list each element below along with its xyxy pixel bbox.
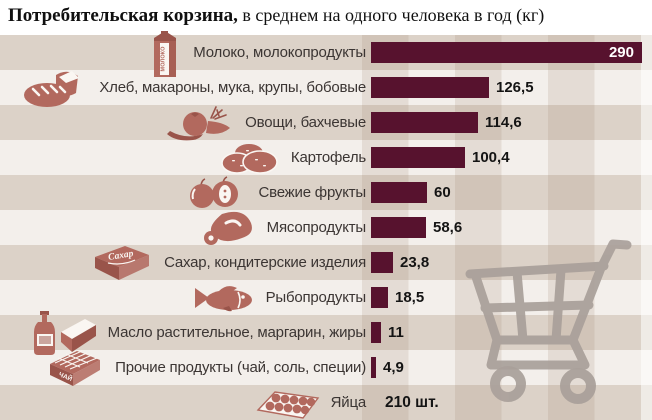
row-label-group: Свежие фрукты: [0, 175, 366, 210]
bar: [371, 217, 426, 238]
bar: [371, 147, 465, 168]
tea-box-icon: ЧАЙ: [46, 349, 104, 387]
shopping-cart-icon: [452, 226, 632, 408]
fruits-icon: [185, 175, 247, 211]
value-label: 4,9: [383, 359, 404, 376]
eggs-tray-icon: [256, 387, 320, 419]
row-label-group: Яйца: [0, 385, 366, 420]
value-label: 114,6: [485, 114, 522, 131]
category-label: Яйца: [330, 394, 367, 411]
chart-row: Яйца 210 шт.: [0, 385, 652, 420]
category-label: Сахар, кондитерские изделия: [164, 254, 366, 271]
bar: [371, 287, 388, 308]
chart-row: Рыбопродукты 18,5: [0, 280, 652, 315]
svg-text:МОЛОКО: МОЛОКО: [161, 45, 167, 71]
page-title: Потребительская корзина, в среднем на од…: [8, 5, 648, 33]
row-label-group: МОЛОКО Молоко, молокопродукты: [0, 30, 366, 77]
row-label-group: Картофель: [0, 140, 366, 175]
row-label-group: Масло растительное, маргарин, жиры: [0, 310, 367, 355]
category-label: Овощи, бахчевые: [245, 114, 366, 131]
oil-butter-icon: [33, 310, 97, 355]
title-subtitle: в среднем на одного человека в год (кг): [237, 5, 545, 25]
chart-row: Хлеб, макароны, мука, крупы, бобовые 126,…: [0, 68, 652, 108]
chart-row: Картофель 100,4: [0, 140, 652, 175]
row-label-group: Мясопродукты: [0, 210, 366, 245]
fish-icon: [193, 283, 255, 313]
potatoes-icon: [220, 140, 280, 176]
bar: [371, 112, 478, 133]
chart-row: МОЛОКО Молоко, молокопродукты 290: [0, 30, 652, 77]
bar: [371, 182, 427, 203]
value-label: 58,6: [433, 219, 463, 236]
category-label: Хлеб, макароны, мука, крупы, бобовые: [99, 79, 366, 96]
bar: [371, 42, 642, 63]
category-label: Рыбопродукты: [265, 289, 367, 306]
bread-icon: [22, 68, 88, 108]
category-label: Мясопродукты: [266, 219, 367, 236]
meat-icon: [200, 209, 256, 247]
milk-carton-icon: МОЛОКО: [148, 27, 182, 79]
category-label: Картофель: [290, 149, 366, 166]
title-bold: Потребительская корзина,: [8, 5, 238, 26]
value-label: 210 шт.: [385, 394, 439, 411]
category-label: Молоко, молокопродукты: [193, 44, 366, 61]
chart-row: Мясопродукты 58,6: [0, 210, 652, 245]
bar: [371, 322, 381, 343]
bar-chart-area: МОЛОКО Молоко, молокопродукты 290 Хлеб, м…: [0, 30, 652, 420]
value-label: 290: [608, 44, 634, 61]
value-label: 60: [434, 184, 451, 201]
bar: [371, 357, 376, 378]
vegetables-icon: [164, 105, 234, 141]
row-label-group: ЧАЙ Прочие продукты (чай, соль, специи): [0, 349, 366, 387]
svg-text:Сахар: Сахар: [108, 249, 135, 263]
row-label-group: Овощи, бахчевые: [0, 105, 366, 140]
value-label: 23,8: [400, 254, 430, 271]
value-label: 18,5: [395, 289, 425, 306]
row-label-group: Хлеб, макароны, мука, крупы, бобовые: [0, 68, 366, 108]
bar: [371, 77, 489, 98]
bar: [371, 252, 393, 273]
value-label: 126,5: [496, 79, 534, 96]
chart-row: Свежие фрукты 60: [0, 175, 652, 210]
category-label: Масло растительное, маргарин, жиры: [107, 324, 367, 341]
category-label: Свежие фрукты: [258, 184, 366, 201]
value-label: 11: [388, 324, 404, 341]
chart-row: Овощи, бахчевые 114,6: [0, 105, 652, 140]
row-label-group: Рыбопродукты: [0, 280, 366, 315]
sugar-box-icon: Сахар: [91, 244, 153, 282]
row-label-group: Сахар Сахар, кондитерские изделия: [0, 245, 366, 280]
category-label: Прочие продукты (чай, соль, специи): [115, 359, 366, 376]
chart-row: Сахар Сахар, кондитерские изделия 23,8: [0, 245, 652, 280]
value-label: 100,4: [472, 149, 510, 166]
